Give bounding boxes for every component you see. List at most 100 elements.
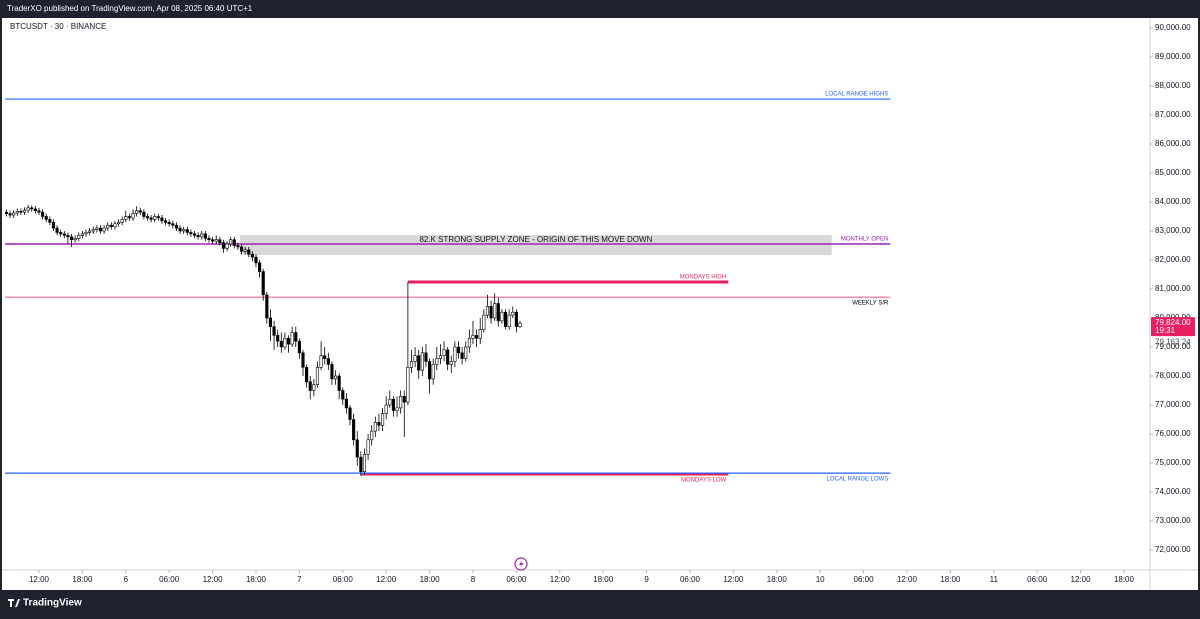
candle-body — [77, 235, 81, 239]
supply-zone-label: 82.K STRONG SUPPLY ZONE - ORIGIN OF THIS… — [419, 235, 652, 244]
candle-body — [424, 352, 428, 362]
candle-body — [30, 207, 34, 210]
x-tick-label: 9 — [644, 575, 649, 584]
candle-body — [62, 233, 66, 236]
x-tick-label: 12:00 — [723, 575, 744, 584]
candle-body — [243, 249, 247, 252]
candle-body — [449, 361, 453, 365]
candle-body — [102, 227, 106, 232]
candle-body — [113, 223, 117, 227]
candle-body — [95, 227, 99, 230]
candle-body — [66, 235, 70, 238]
candle-body — [359, 456, 363, 472]
candle-body — [160, 217, 164, 222]
x-tick-label: 18:00 — [593, 575, 614, 584]
candle-body — [493, 303, 497, 319]
candle-body — [48, 219, 52, 223]
candle-body — [355, 439, 359, 458]
candle-body — [171, 223, 175, 226]
candle-body — [149, 217, 153, 220]
candle-body — [301, 352, 305, 368]
candle-body — [399, 395, 403, 409]
x-tick-label: 06:00 — [680, 575, 701, 584]
candle-body — [518, 322, 522, 327]
candle-body — [348, 407, 352, 420]
candle-body — [290, 332, 294, 345]
level-label: MONDAYS LOW — [681, 478, 727, 484]
x-tick-label: 12:00 — [1071, 575, 1092, 584]
candle-body — [297, 340, 301, 354]
candle-body — [12, 212, 16, 216]
candle-body — [192, 233, 197, 236]
candle-body — [109, 224, 113, 227]
candle-body — [116, 221, 121, 225]
candle-body — [305, 366, 309, 383]
brand-name: TradingView — [23, 598, 82, 609]
candle-body — [286, 337, 291, 345]
candle-body — [265, 294, 269, 319]
candle-body — [475, 335, 479, 339]
candle-body — [413, 355, 417, 362]
candle-body — [41, 211, 45, 217]
candle-body — [312, 384, 316, 391]
level-label: MONDAYS HIGH — [680, 275, 727, 281]
candle-body — [500, 311, 504, 322]
y-tick-label: 84,000.00 — [1155, 197, 1191, 206]
candle-body — [377, 422, 381, 426]
candle-body — [471, 335, 475, 339]
plot-area: 82.K STRONG SUPPLY ZONE - ORIGIN OF THIS… — [4, 92, 891, 484]
candle-body — [200, 233, 204, 238]
candle-body — [164, 220, 168, 223]
y-tick-label: 90,000.00 — [1155, 23, 1191, 32]
candle-body — [236, 245, 240, 248]
candle-body — [19, 210, 23, 213]
candle-body — [229, 239, 233, 245]
x-tick-label: 18:00 — [1114, 575, 1135, 584]
candle-body — [276, 335, 280, 342]
candle-body — [442, 349, 446, 356]
candle-body — [402, 395, 406, 403]
candle-body — [207, 237, 211, 240]
y-tick-label: 85,000.00 — [1155, 168, 1191, 177]
y-tick-label: 76,000.00 — [1155, 429, 1191, 438]
x-tick-label: 8 — [471, 575, 476, 584]
candle-body — [507, 314, 511, 327]
chart-background — [2, 18, 1198, 590]
candle-body — [496, 303, 500, 322]
candle-body — [294, 332, 298, 342]
x-tick-label: 12:00 — [550, 575, 571, 584]
candle-body — [485, 306, 490, 316]
candle-body — [55, 227, 59, 233]
candle-body — [352, 419, 356, 441]
candle-body — [453, 346, 457, 362]
candle-body — [84, 232, 88, 235]
candle-body — [51, 221, 56, 229]
candle-body — [456, 346, 461, 354]
candle-body — [44, 216, 48, 220]
symbol-title: BTCUSDT · 30 · BINANCE — [10, 22, 106, 31]
candle-body — [482, 314, 486, 330]
candle-body — [247, 249, 251, 255]
candle-body — [153, 216, 157, 220]
y-tick-label: 79,000.00 — [1155, 342, 1191, 351]
y-tick-label: 88,000.00 — [1155, 81, 1191, 90]
candle-body — [98, 227, 103, 232]
candle-body — [319, 355, 323, 368]
candle-body — [80, 233, 84, 236]
x-tick-label: 18:00 — [420, 575, 441, 584]
candle-body — [460, 352, 464, 359]
y-tick-label: 82,000.00 — [1155, 255, 1191, 264]
flash-icon-bolt — [519, 560, 524, 568]
candle-body — [381, 413, 385, 426]
candle-body — [37, 210, 41, 213]
candle-body — [431, 364, 435, 380]
candle-body — [156, 216, 160, 219]
candle-body — [4, 211, 9, 214]
y-tick-label: 81,000.00 — [1155, 284, 1191, 293]
x-tick-label: 18:00 — [940, 575, 961, 584]
candle-body — [214, 239, 218, 242]
x-tick-label: 06:00 — [159, 575, 180, 584]
x-tick-label: 06:00 — [854, 575, 875, 584]
level-label: LOCAL RANGE LOWS — [827, 477, 889, 483]
